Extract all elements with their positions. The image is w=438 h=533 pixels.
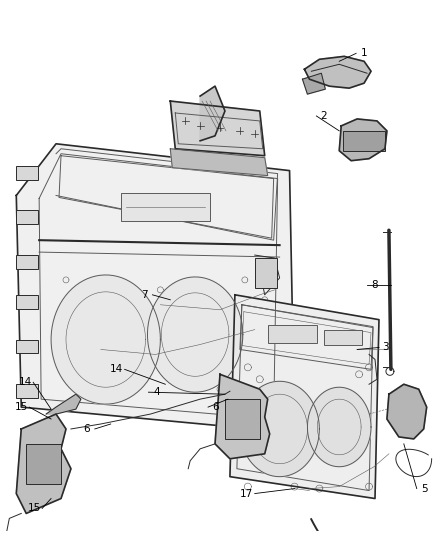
Text: 6: 6 (213, 402, 219, 412)
Text: 17: 17 (240, 489, 254, 498)
Polygon shape (200, 86, 225, 141)
Text: 14: 14 (110, 365, 123, 374)
Bar (225, 399, 260, 439)
Bar (120, 193, 210, 221)
Polygon shape (230, 295, 379, 498)
Polygon shape (303, 73, 325, 94)
Polygon shape (46, 394, 81, 414)
Text: 8: 8 (372, 280, 378, 290)
Polygon shape (16, 144, 294, 429)
Text: 2: 2 (320, 111, 327, 121)
Bar (16, 295, 38, 309)
Bar (16, 340, 38, 353)
Bar (343, 131, 385, 151)
Polygon shape (170, 149, 268, 175)
Text: 6: 6 (84, 424, 90, 434)
Bar (16, 166, 38, 180)
Polygon shape (170, 101, 265, 156)
Polygon shape (215, 374, 270, 459)
Text: 1: 1 (361, 49, 367, 58)
Bar (16, 255, 38, 269)
Polygon shape (240, 381, 319, 477)
Polygon shape (387, 384, 427, 439)
Text: 3: 3 (383, 343, 389, 352)
Text: 15: 15 (14, 402, 28, 412)
Polygon shape (304, 56, 371, 88)
Bar (255, 258, 277, 288)
Polygon shape (51, 275, 160, 404)
Text: 14: 14 (18, 377, 32, 387)
Bar (26, 444, 61, 483)
Polygon shape (16, 414, 71, 513)
Polygon shape (148, 277, 243, 392)
Bar (324, 329, 362, 345)
Polygon shape (307, 387, 371, 467)
Text: 5: 5 (421, 483, 428, 494)
Bar (16, 211, 38, 224)
Text: 4: 4 (153, 387, 160, 397)
Text: 15: 15 (28, 504, 41, 513)
Polygon shape (339, 119, 387, 160)
Text: 7: 7 (141, 290, 148, 300)
Bar (268, 325, 318, 343)
Bar (16, 384, 38, 398)
